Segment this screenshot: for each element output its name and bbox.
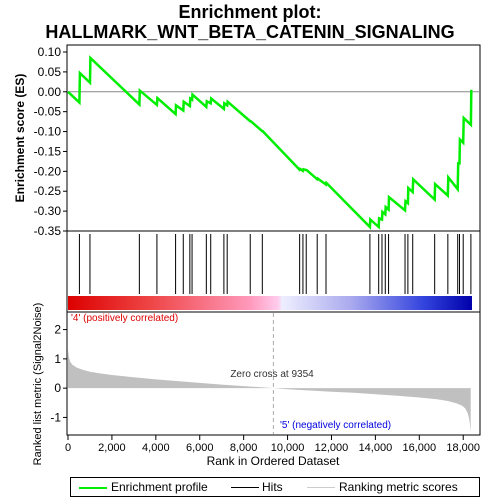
ranking-y-tick-label: -1 [50,410,61,424]
positive-correlation-label: '4' (positively correlated) [71,313,178,324]
x-axis-label: Rank in Ordered Dataset [207,454,340,468]
x-tick-label: 2,000 [98,442,126,454]
plot-title-line-1: Enrichment plot: [178,2,322,22]
es-y-tick-label: -0.25 [34,184,62,198]
es-y-tick-label: -0.10 [34,125,62,139]
legend: Enrichment profile Hits Ranking metric s… [70,477,480,497]
enrichment-profile-line [67,55,473,230]
zero-cross-label: Zero cross at 9354 [230,369,314,380]
ranking-panel-frame [66,311,481,436]
es-y-tick-label: -0.35 [34,224,62,238]
es-y-tick-label: -0.15 [34,144,62,158]
legend-swatch-enrichment-profile [79,487,107,489]
ranking-y-tick-label: 0 [54,381,61,395]
es-y-tick-label: 0.10 [38,45,62,59]
ranking-y-tick-label: 2 [54,323,61,337]
negative-correlation-label: '5' (negatively correlated) [280,420,391,431]
ranking-metric-area [68,350,471,433]
es-y-tick-label: 0.00 [38,85,62,99]
enrichment-chart: 0.10 0.05 0.00 -0.05 -0.10 -0.15 -0.20 -0.25 -0.… [13,44,481,468]
legend-label-enrichment-profile: Enrichment profile [111,480,208,494]
legend-label-hits: Hits [262,480,283,494]
plot-title-line-2: HALLMARK_WNT_BETA_CATENIN_SIGNALING [45,22,455,42]
x-tick-label: 10,000 [271,442,305,454]
ranking-y-tick-label: 1 [54,352,61,366]
ranking-y-ticks: 2 1 0 -1 [50,323,67,424]
x-tick-label: 12,000 [315,442,349,454]
x-tick-label: 0 [65,442,71,454]
rank-color-bar [68,296,472,310]
legend-label-ranking-metric: Ranking metric scores [339,480,458,494]
es-y-ticks: 0.10 0.05 0.00 -0.05 -0.10 -0.15 -0.20 -0.25 -0.… [34,45,67,238]
x-tick-label: 8,000 [230,442,258,454]
es-y-tick-label: -0.05 [34,105,62,119]
legend-swatch-ranking-metric [307,487,335,488]
hit-markers [78,234,472,294]
es-y-tick-label: -0.30 [34,204,62,218]
x-tick-label: 14,000 [359,442,393,454]
es-y-axis-label: Enrichment score (ES) [13,74,27,203]
x-tick-label: 4,000 [142,442,170,454]
es-panel-frame [66,44,481,232]
x-tick-label: 16,000 [402,442,436,454]
x-tick-label: 6,000 [186,442,214,454]
es-y-tick-label: -0.20 [34,164,62,178]
x-tick-label: 18,000 [446,442,480,454]
es-y-tick-label: 0.05 [38,65,62,79]
ranking-y-axis-label: Ranked list metric (Signal2Noise) [32,303,44,466]
legend-swatch-hits [231,487,259,488]
rank-x-ticks: 0 2,000 4,000 6,000 8,000 10,000 12,000 14,000 1… [65,435,480,454]
